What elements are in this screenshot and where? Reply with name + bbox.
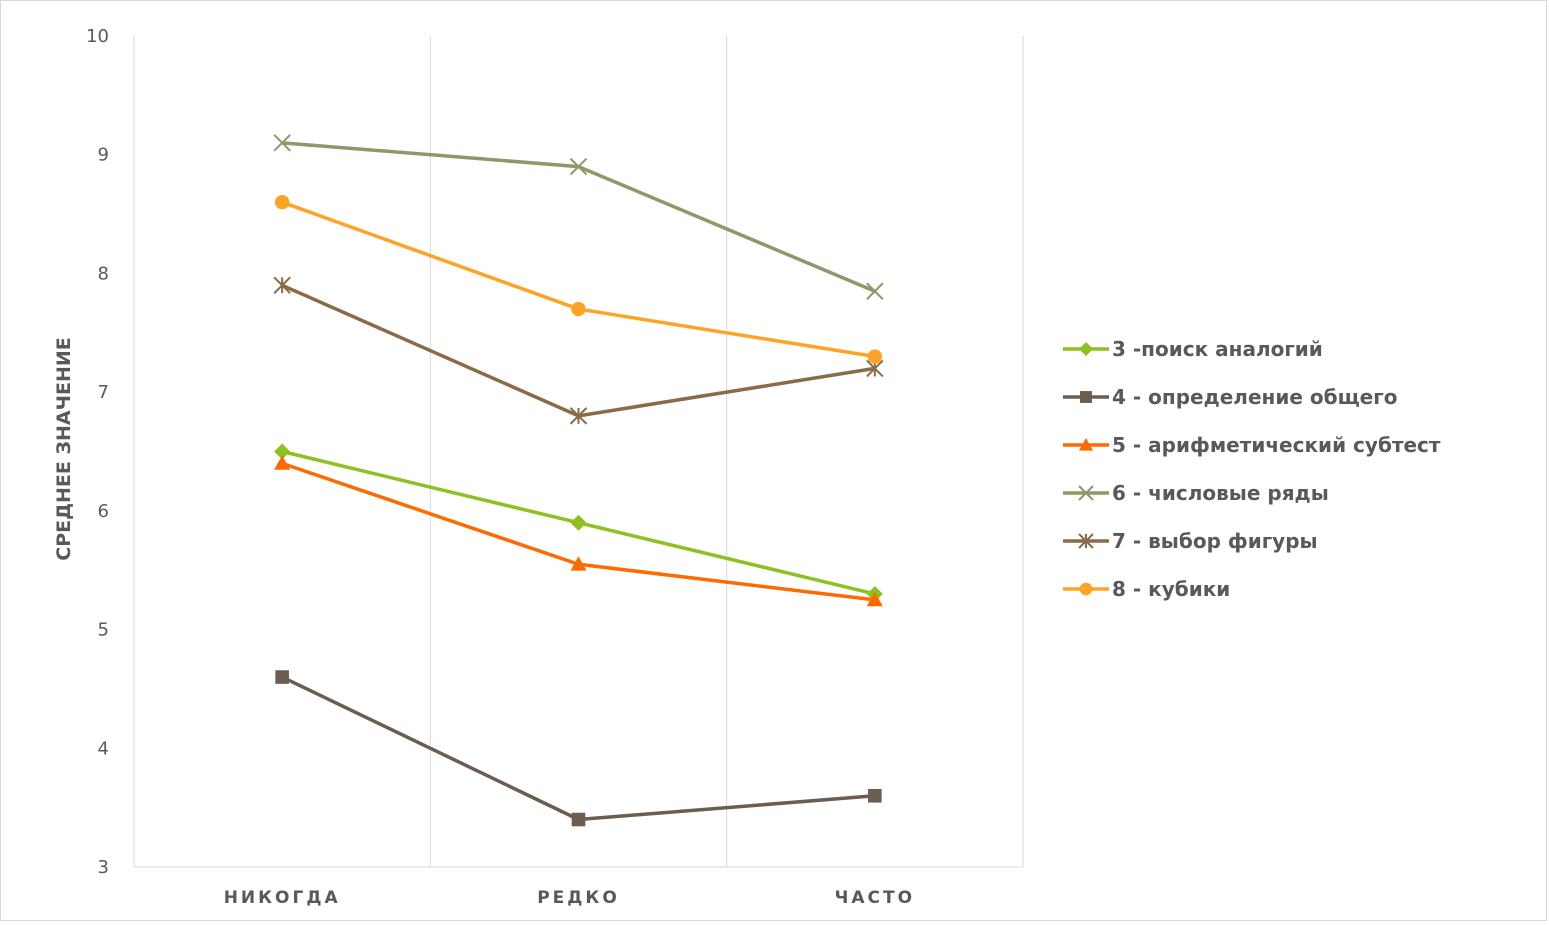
series-4 (273, 134, 884, 300)
data-point (1078, 533, 1094, 549)
series-line (281, 461, 876, 602)
y-tick-label: 7 (98, 382, 109, 403)
legend-item: 6 - числовые ряды (1063, 481, 1329, 505)
axis-ticks: 3 4 5 6 7 8 9 10 НИКОГДА РЕДКО ЧАСТО (86, 26, 915, 908)
grid-lines (133, 36, 1024, 868)
series-6 (274, 195, 883, 364)
data-point (1079, 582, 1093, 596)
data-point (1080, 391, 1092, 403)
legend-label: 5 - арифметический субтест (1112, 433, 1441, 457)
data-point (570, 556, 587, 571)
series-5 (273, 276, 884, 425)
series-1 (274, 443, 883, 602)
data-point (571, 812, 586, 827)
data-point (866, 591, 883, 607)
legend-label: 7 - выбор фигуры (1112, 529, 1318, 553)
data-point (1078, 485, 1094, 501)
x-tick-label: НИКОГДА (224, 888, 341, 908)
legend-label: 8 - кубики (1112, 577, 1230, 601)
series-3 (274, 455, 883, 607)
data-point (868, 788, 882, 803)
data-point (275, 670, 289, 684)
x-tick-label: РЕДКО (537, 888, 620, 908)
legend-item: 5 - арифметический субтест (1063, 433, 1441, 457)
data-point (1079, 438, 1093, 451)
x-tick-label: ЧАСТО (835, 888, 915, 908)
data-point (570, 514, 587, 531)
data-point (569, 407, 588, 425)
series-line (282, 141, 876, 293)
legend-item: 8 - кубики (1063, 577, 1230, 601)
series-2 (275, 670, 882, 827)
series-lines (273, 134, 884, 827)
data-point (571, 301, 586, 317)
legend-label: 4 - определение общего (1112, 385, 1397, 409)
legend-item: 4 - определение общего (1063, 385, 1397, 409)
y-axis-title: СРЕДНЕЕ ЗНАЧЕНИЕ (53, 337, 75, 560)
data-point (866, 282, 884, 300)
y-tick-label: 8 (98, 263, 109, 284)
series-line (281, 200, 876, 359)
legend-item: 3 -поиск аналогий (1063, 337, 1323, 361)
data-point (274, 443, 291, 460)
legend-label: 3 -поиск аналогий (1112, 337, 1323, 361)
legend-label: 6 - числовые ряды (1112, 481, 1329, 505)
data-point (273, 276, 291, 295)
y-tick-label: 4 (98, 738, 109, 759)
series-line (281, 675, 875, 822)
data-point (867, 349, 883, 364)
data-point (274, 455, 291, 470)
y-tick-label: 5 (98, 620, 109, 641)
data-point (1079, 342, 1093, 356)
legend-item: 7 - выбор фигуры (1063, 529, 1318, 553)
y-tick-label: 10 (86, 26, 109, 47)
y-tick-label: 6 (98, 501, 109, 522)
data-point (274, 195, 290, 210)
data-point (569, 157, 588, 176)
y-tick-label: 9 (98, 145, 109, 166)
legend: 3 -поиск аналогий 4 - определение общего 5… (1063, 337, 1441, 601)
data-point (273, 134, 291, 152)
y-tick-label: 3 (98, 857, 109, 878)
